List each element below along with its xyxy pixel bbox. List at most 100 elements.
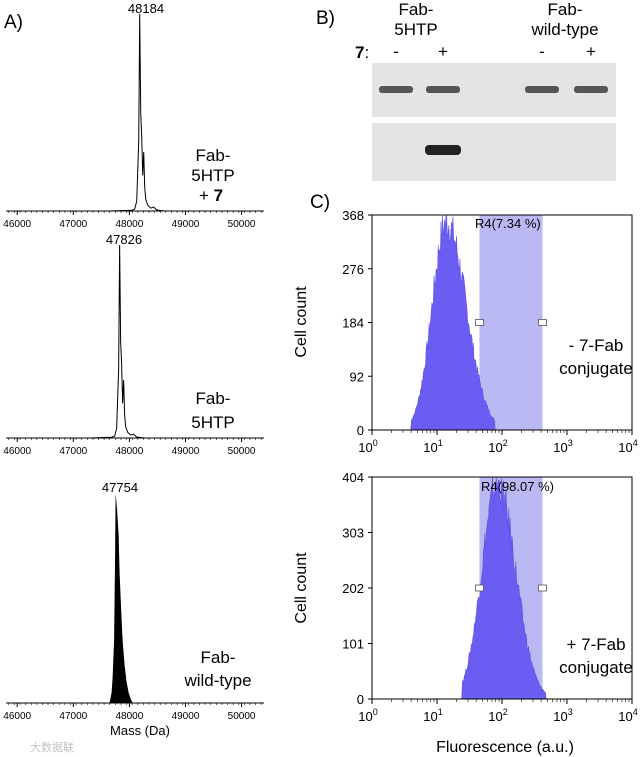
spectrum-3-tick-label: 47000	[59, 711, 87, 722]
histogram-1-xtick-exponent: 1	[438, 438, 443, 448]
spectrum-3-peak-label: 47754	[102, 480, 138, 495]
spectrum-3-tick-label: 48000	[115, 711, 143, 722]
histogram-1-xtick-exponent: 2	[503, 438, 508, 448]
histogram-2-xtick-exponent: 2	[503, 707, 508, 717]
spectrum-3-tick-label: 50000	[228, 711, 256, 722]
histogram-1-ytick-label: 92	[350, 369, 364, 384]
panel-label-a: A)	[4, 12, 23, 33]
spectrum-2-ticks: 46000 47000 48000 49000 50000	[3, 438, 262, 457]
histogram-1-ytick-label: 0	[357, 423, 364, 438]
spectrum-2-tick-label: 47000	[59, 446, 87, 457]
histogram-2-gate-marker	[475, 584, 484, 592]
histogram-2-xtick-label: 101	[423, 707, 442, 724]
spectrum-1-label-line2: 5HTP	[191, 166, 234, 185]
histogram-2-xtick-label: 104	[618, 707, 637, 724]
spectrum-2-label-line2: 5HTP	[191, 413, 234, 432]
gel-bottom-band	[425, 145, 461, 155]
histogram-1-ytick-label: 184	[342, 316, 364, 331]
spectrum-2-label-line1: Fab-	[196, 389, 231, 408]
histogram-1-gate-markers	[475, 319, 547, 326]
gel-panel: Fab- 5HTP Fab- wild-type 7: - + - +	[355, 0, 616, 181]
histogram-2-xtick-base: 10	[423, 709, 437, 724]
watermark-text: 大数据联	[30, 740, 74, 754]
histogram-1-gate-marker	[538, 319, 547, 326]
gel-top-band	[379, 86, 413, 93]
spectrum-1: 46000 47000 48000 49000 50000 48184 Fab- 5HT…	[3, 1, 264, 230]
histogram-2-xtick-label: 102	[488, 707, 507, 724]
spectrum-3-ticks: 46000 47000 48000 49000 50000	[3, 703, 262, 722]
histogram-2-gate-label: R4(98.07 %)	[481, 479, 554, 494]
histogram-1-gate-name: R4	[475, 216, 492, 231]
spectrum-2-trace	[6, 244, 264, 439]
histogram-1-xtick-base: 10	[618, 440, 632, 455]
histogram-2-xtick-label: 100	[358, 707, 377, 724]
spectrum-3-label-line2: wild-type	[183, 671, 251, 690]
histogram-2-label-line1: + 7-Fab	[566, 635, 625, 654]
histogram-2-ytick-label: 101	[342, 637, 364, 652]
histogram-2-xtick-exponent: 1	[438, 707, 443, 717]
gel-top-band	[426, 86, 460, 93]
gel-row-label: 7:	[355, 43, 369, 62]
histogram-2-ytick-label: 404	[342, 470, 364, 485]
histogram-1-label-line2: conjugate	[559, 359, 633, 378]
histogram-1-xtick-label: 100	[358, 438, 377, 455]
panel-label-b: B)	[316, 8, 335, 29]
histogram-2-xtick-label: 103	[553, 707, 572, 724]
spectrum-2-peak	[6, 244, 264, 439]
spectrum-1-trace	[6, 13, 264, 212]
histogram-2-xtick-base: 10	[488, 709, 502, 724]
spectrum-2-tick-label: 50000	[228, 446, 256, 457]
gel-lane-3-label: -	[539, 42, 545, 61]
histogram-2-gate-marker	[538, 584, 547, 592]
histogram-2-ytick-label: 303	[342, 526, 364, 541]
watermark: 大数据联	[30, 740, 74, 754]
histogram-1-xtick-base: 10	[423, 440, 437, 455]
histogram-1-xtick-exponent: 0	[373, 438, 378, 448]
histogram-1-gate-percent: (7.34 %)	[492, 216, 541, 231]
histogram-2-xtick-base: 10	[358, 709, 372, 724]
gel-top-band	[525, 86, 559, 93]
histogram-2-xtick-exponent: 0	[373, 707, 378, 717]
histogram-1-ytick-label: 276	[342, 262, 364, 277]
spectrum-1-tick-label: 49000	[172, 219, 200, 230]
histogram-1-gate-label: R4(7.34 %)	[475, 216, 541, 231]
gel-header-2-line2: wild-type	[530, 20, 598, 39]
spectrum-3-tick-label: 49000	[172, 711, 200, 722]
gel-bottom-strip	[372, 123, 616, 181]
spectrum-3: 46000 47000 48000 49000 50000 47754 Fab- wil…	[3, 480, 264, 738]
spectrum-1-peak	[6, 13, 264, 212]
histogram-1-gate	[479, 215, 543, 430]
gel-row-label-colon: :	[364, 43, 369, 62]
histogram-2-xtick-base: 10	[618, 709, 632, 724]
spectrum-1-label-line3: + 7	[199, 186, 223, 205]
histogram-1-xtick-base: 10	[488, 440, 502, 455]
histogram-1-xtick-label: 104	[618, 438, 637, 455]
spectrum-3-trace	[109, 493, 133, 703]
histogram-1-distribution	[410, 214, 496, 431]
spectrum-2-tick-label: 46000	[3, 446, 31, 457]
histogram-2-distribution	[461, 476, 547, 700]
histogram-2-xtick-exponent: 3	[568, 707, 573, 717]
gel-top-band	[574, 86, 608, 93]
spectrum-3-peak	[109, 493, 133, 703]
histogram-2-gate-markers	[475, 584, 547, 592]
gel-header-2-line1: Fab-	[548, 0, 583, 19]
spectrum-1-tick-label: 47000	[59, 219, 87, 230]
histogram-1-xtick-base: 10	[553, 440, 567, 455]
spectrum-1-tick-label: 46000	[3, 219, 31, 230]
histogram-2-y-ticks: 0 101 202 303 404	[342, 470, 372, 707]
histogram-1-xtick-label: 101	[423, 438, 442, 455]
spectrum-1-label-line1: Fab-	[196, 146, 231, 165]
histogram-1-xtick-base: 10	[358, 440, 372, 455]
histogram-1-gate-marker	[475, 319, 484, 326]
histogram-xlabel: Fluorescence (a.u.)	[436, 739, 574, 756]
histogram-2-xtick-exponent: 4	[633, 707, 638, 717]
spectrum-1-label-compound: 7	[214, 186, 223, 205]
spectrum-2-tick-label: 48000	[115, 446, 143, 457]
spectrum-1-tick-label: 48000	[115, 219, 143, 230]
histogram-2-x-ticks: 100 101 102 103 104	[358, 699, 638, 724]
spectrum-2-peak-label: 47826	[106, 232, 142, 247]
histogram-2-gate-percent: (98.07 %)	[498, 479, 554, 494]
histogram-2-ytick-label: 202	[342, 581, 364, 596]
